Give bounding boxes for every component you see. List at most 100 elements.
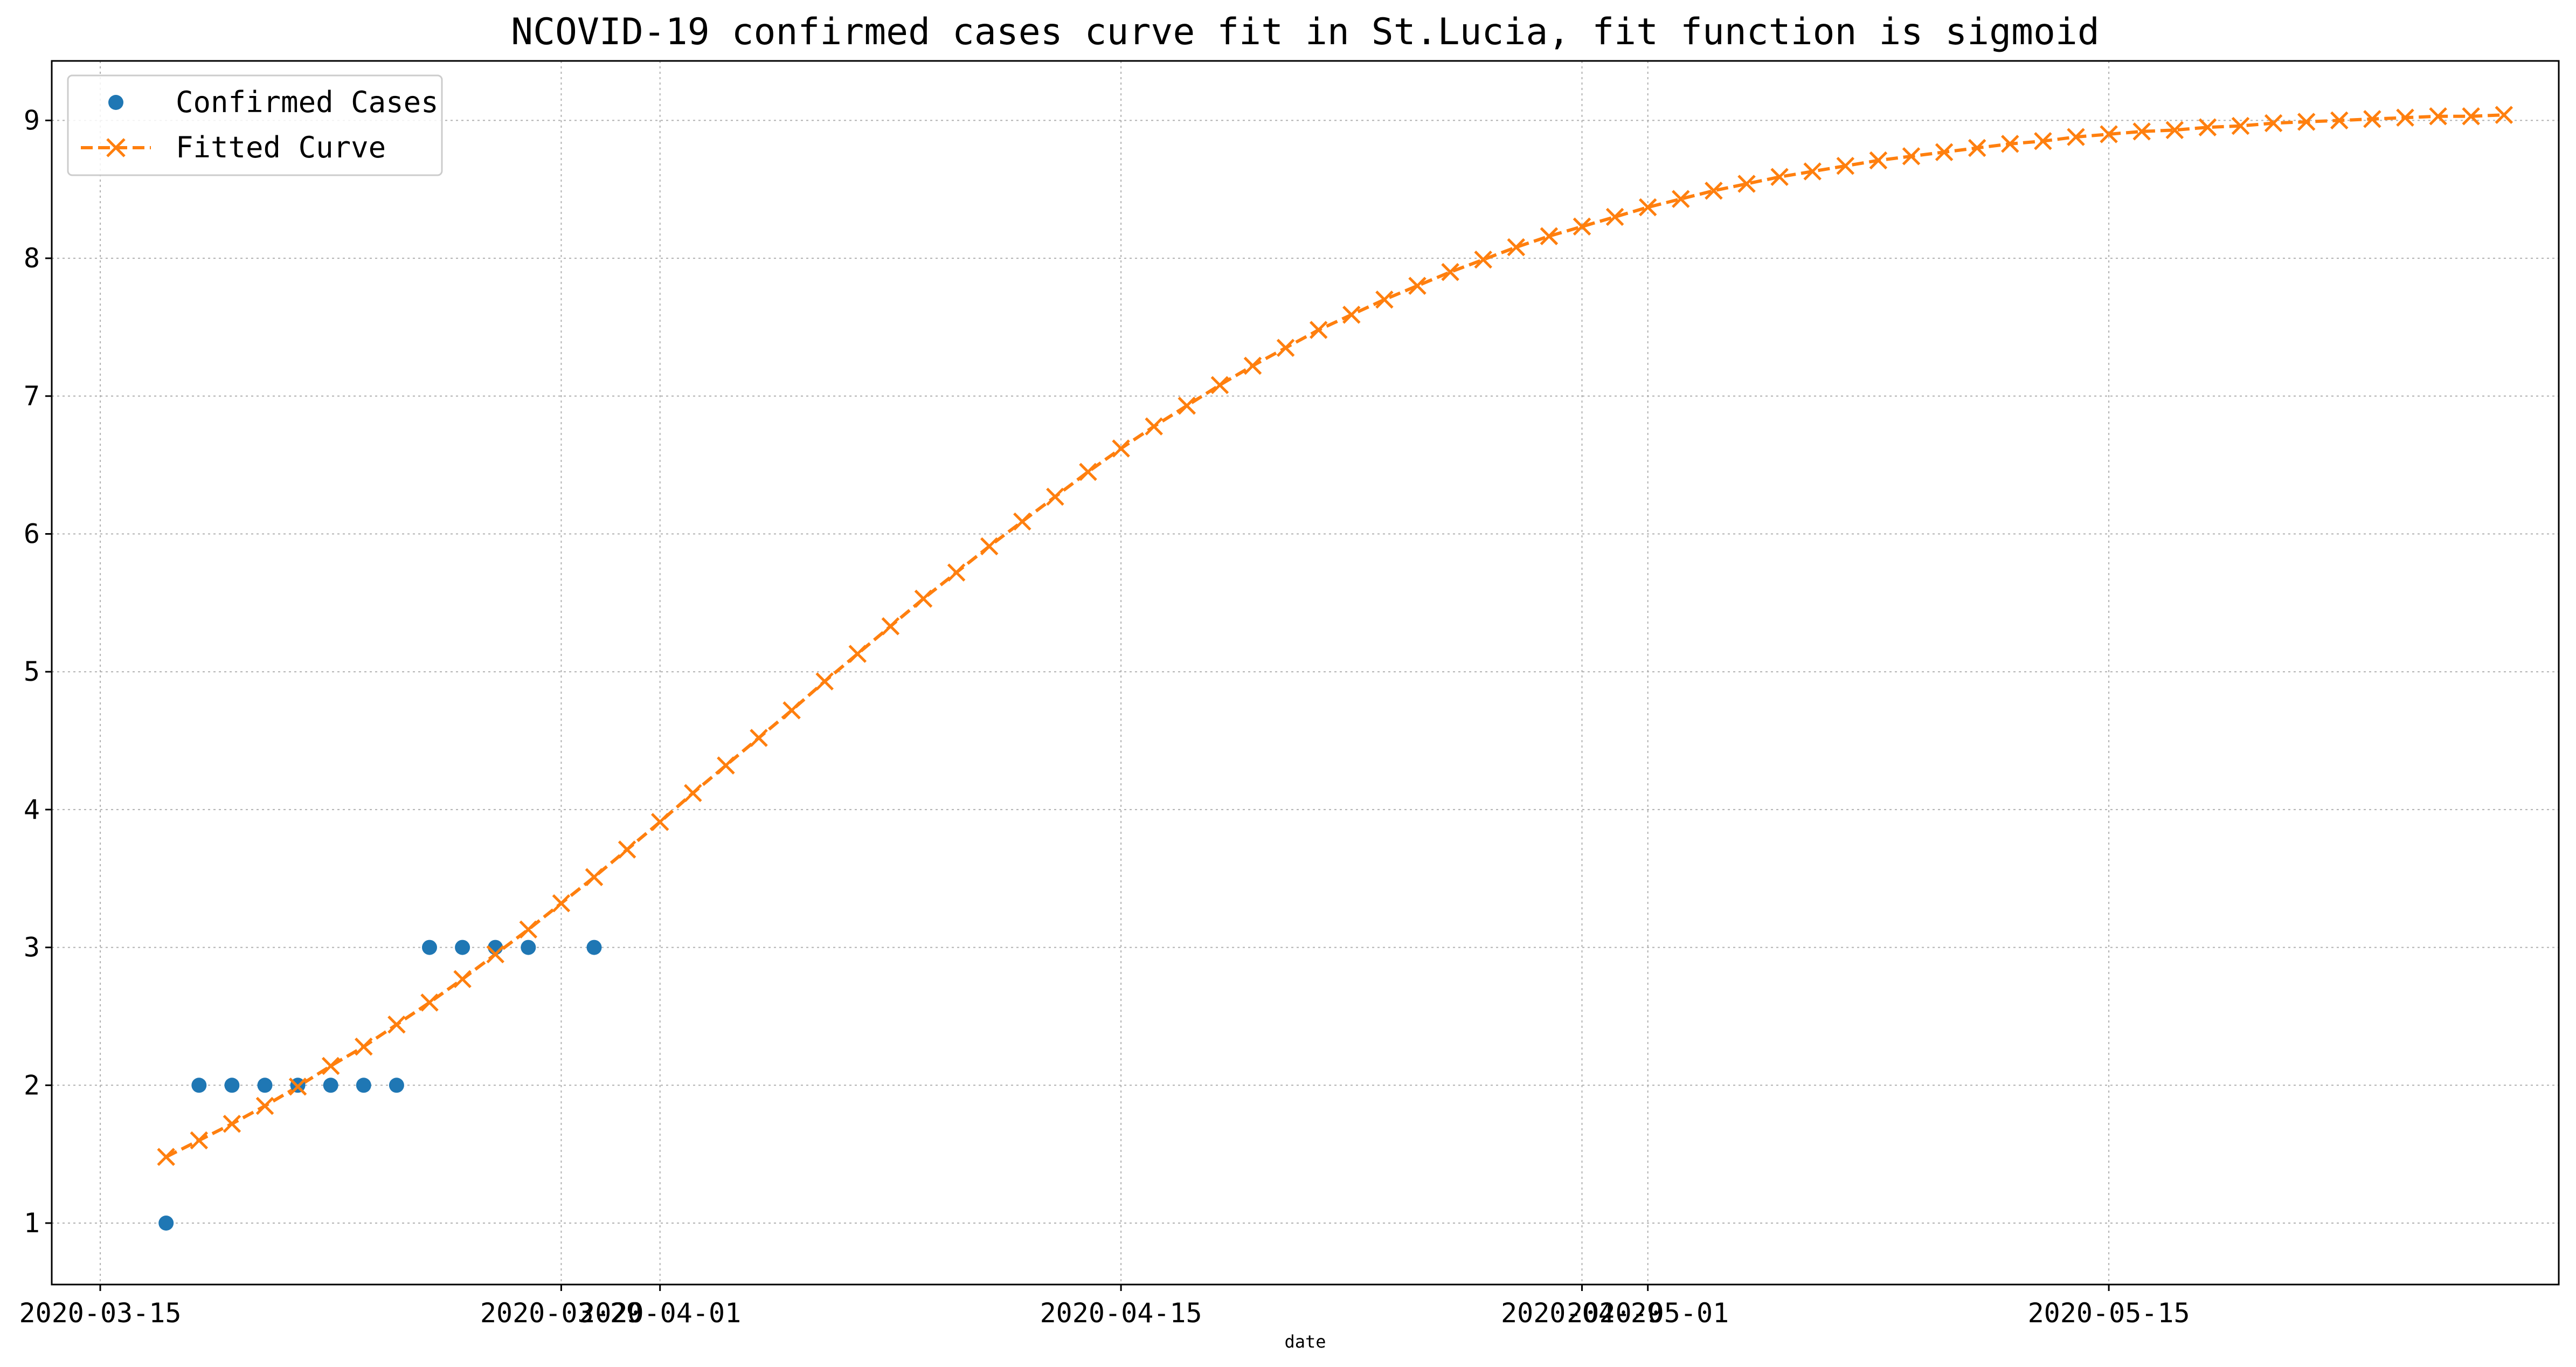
legend-label-confirmed: Confirmed Cases: [176, 85, 439, 119]
fitted-curve-marker: [2264, 114, 2283, 133]
fitted-curve-marker: [2231, 116, 2250, 135]
fitted-curve-marker: [2100, 125, 2118, 143]
fitted-curve-marker: [355, 1037, 373, 1056]
fitted-curve-marker: [848, 645, 867, 663]
fitted-curve-marker: [783, 701, 801, 720]
fitted-curve-marker: [1145, 417, 1163, 436]
y-tick-label: 6: [24, 519, 40, 550]
confirmed-case-point: [389, 1078, 404, 1093]
fitted-curve-marker: [1638, 198, 1657, 217]
fitted-curve-marker: [1605, 208, 1624, 226]
fitted-curve-marker: [2462, 107, 2480, 126]
fitted-curve-marker: [717, 756, 735, 775]
series-layer: [157, 106, 2513, 1231]
fitted-curve-marker: [190, 1131, 209, 1150]
x-tick-label: 2020-03-29: [480, 1297, 642, 1329]
chart-title: NCOVID-19 confirmed cases curve fit in S…: [511, 11, 2100, 53]
fitted-curve-marker: [1408, 277, 1427, 295]
confirmed-case-point: [323, 1078, 338, 1093]
fitted-curve-marker: [1836, 157, 1855, 175]
x-tick-label: 2020-04-01: [579, 1297, 741, 1329]
fitted-curve-marker: [486, 945, 504, 964]
fitted-curve-marker: [980, 537, 999, 556]
fitted-curve-marker: [618, 840, 636, 859]
confirmed-case-point: [455, 940, 470, 955]
x-tick-label: 2020-03-15: [19, 1297, 181, 1329]
fitted-curve-marker: [1079, 462, 1097, 481]
y-tick-label: 4: [24, 794, 40, 825]
fitted-curve-marker: [1276, 339, 1295, 357]
legend: Confirmed Cases Fitted Curve: [67, 74, 443, 176]
fitted-curve-marker: [1737, 175, 1756, 193]
fitted-curve-marker: [1309, 321, 1328, 339]
fitted-curve-marker: [1968, 139, 1986, 157]
fitted-curve-marker: [2363, 110, 2381, 128]
fitted-curve-marker: [223, 1115, 241, 1133]
y-tick-label: 1: [24, 1207, 40, 1239]
fitted-curve-marker: [255, 1096, 274, 1115]
fitted-curve-line: [165, 113, 2504, 1158]
y-tick-label: 9: [24, 105, 40, 136]
fitted-curve-marker: [914, 589, 933, 608]
confirmed-case-point: [158, 1216, 174, 1231]
fitted-curve-marker: [1705, 182, 1723, 200]
fitted-curve-marker: [1013, 512, 1031, 531]
y-tick-label: 7: [24, 381, 40, 412]
fitted-curve-marker: [2330, 111, 2349, 130]
fitted-curve-marker: [1375, 291, 1394, 309]
confirmed-case-point: [257, 1078, 273, 1093]
fitted-curve-marker: [453, 970, 472, 989]
x-tick-label: 2020-05-01: [1567, 1297, 1729, 1329]
fitted-curve-marker: [1210, 376, 1229, 395]
confirmed-case-point: [224, 1078, 240, 1093]
x-tick-label: 2020-04-15: [1040, 1297, 1202, 1329]
legend-label-fitted: Fitted Curve: [176, 130, 386, 164]
fitted-curve-marker: [1573, 217, 1591, 236]
fitted-curve-marker: [157, 1148, 175, 1166]
confirmed-case-point: [586, 940, 602, 955]
x-tick-label: 2020-04-29: [1501, 1297, 1663, 1329]
fitted-curve-marker: [815, 672, 834, 691]
fitted-curve-marker: [1803, 162, 1822, 181]
confirmed-case-point: [356, 1078, 371, 1093]
fitted-curve-marker: [2429, 107, 2447, 126]
confirmed-case-point: [191, 1078, 207, 1093]
fitted-curve-marker: [1112, 439, 1130, 458]
fitted-curve-marker: [2396, 108, 2414, 127]
fitted-curve-marker: [1540, 227, 1559, 245]
fitted-curve-marker: [2001, 135, 2019, 153]
fitted-curve-marker: [387, 1016, 406, 1034]
confirmed-case-point: [521, 940, 536, 955]
y-tick-label: 8: [24, 243, 40, 274]
legend-marker-fitted: [106, 138, 126, 157]
fitted-curve-marker: [2165, 121, 2184, 140]
x-tick-label: 2020-05-15: [2028, 1297, 2190, 1329]
fitted-curve-marker: [2297, 113, 2316, 131]
fitted-curve-marker: [650, 813, 669, 831]
fitted-curve-marker: [1902, 147, 1921, 165]
grid: [52, 61, 2559, 1285]
fitted-curve-marker: [1046, 487, 1064, 506]
legend-marker-confirmed: [108, 95, 123, 110]
fitted-curve-marker: [1507, 238, 1526, 257]
fitted-curve-marker: [519, 920, 538, 939]
fitted-curve-marker: [2198, 118, 2217, 136]
fitted-curve-marker: [1441, 263, 1459, 281]
y-tick-label: 3: [24, 932, 40, 963]
plot-frame: [51, 60, 2560, 1286]
fitted-curve-marker: [321, 1057, 340, 1075]
fitted-curve-marker: [750, 729, 768, 747]
fitted-curve-marker: [684, 784, 702, 802]
y-tick-label: 2: [24, 1069, 40, 1101]
x-axis-label: date: [1284, 1331, 1326, 1352]
confirmed-case-point: [422, 940, 437, 955]
fitted-curve-marker: [1869, 151, 1888, 170]
fitted-curve-marker: [288, 1078, 307, 1096]
fitted-curve-marker: [1243, 356, 1262, 375]
fitted-curve-marker: [881, 617, 900, 636]
fitted-curve-marker: [552, 894, 571, 913]
y-tick-label: 5: [24, 656, 40, 687]
fitted-curve-marker: [947, 563, 966, 582]
